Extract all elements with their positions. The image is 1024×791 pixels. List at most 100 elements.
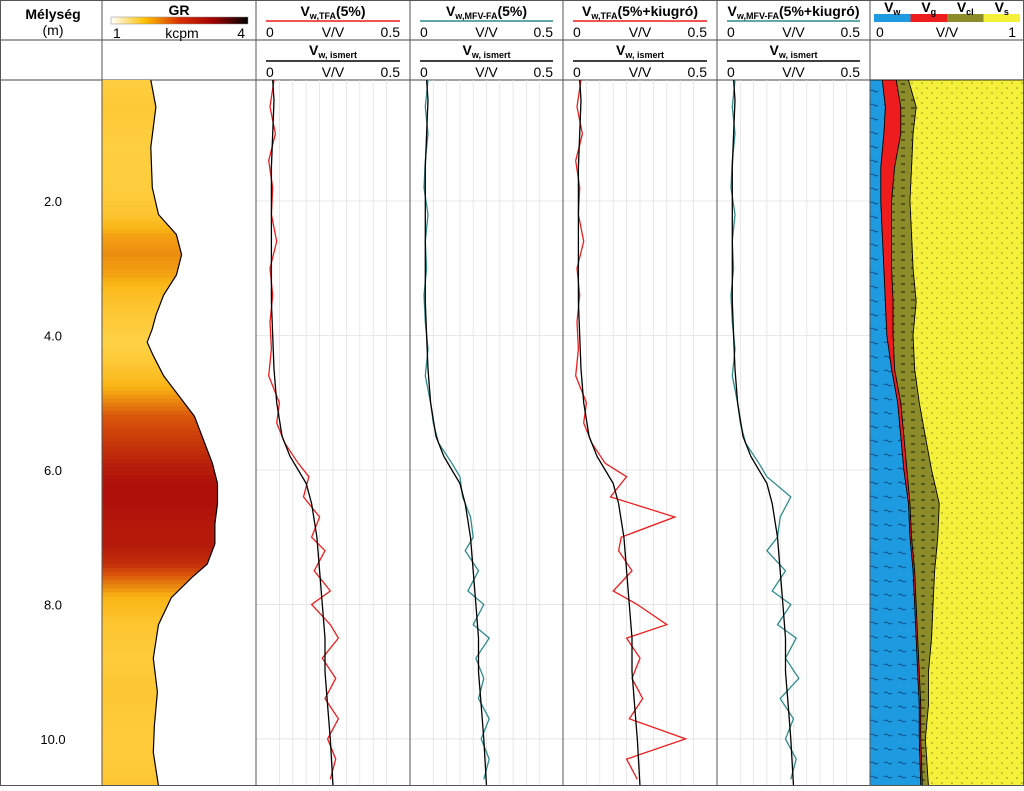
gr-fill-band <box>102 92 256 97</box>
vw-track-title-2-sub: w,MFV-FA <box>454 11 498 21</box>
vw-track-ref-scale-unit-1: V/V <box>322 64 345 80</box>
gr-fill-band <box>102 524 256 529</box>
vw-estimated-curve-3 <box>576 80 686 779</box>
gr-fill-band <box>102 451 256 456</box>
gr-fill-band <box>102 391 256 396</box>
gr-fill-band <box>102 290 256 295</box>
gr-fill-band <box>102 568 256 573</box>
vw-estimated-curve-4 <box>731 80 799 779</box>
gr-fill-band <box>102 181 256 186</box>
vw-known-curve-4 <box>732 80 793 786</box>
gr-fill-band <box>102 463 256 468</box>
gr-fill-band <box>102 742 256 747</box>
gr-fill-band <box>102 443 256 448</box>
gr-fill-band <box>102 734 256 739</box>
gr-fill-band <box>102 338 256 343</box>
gr-fill-band <box>102 253 256 258</box>
gr-fill-band <box>102 334 256 339</box>
gr-fill-band <box>102 375 256 380</box>
gr-fill-band <box>102 350 256 355</box>
vw-track-ref-scale-min-4: 0 <box>727 64 735 80</box>
litho-legend-label-sub: s <box>1004 7 1009 17</box>
gr-fill-band <box>102 552 256 557</box>
gr-fill-band <box>102 766 256 771</box>
gr-fill-band <box>102 564 256 569</box>
gr-fill-band <box>102 431 256 436</box>
gr-fill-band <box>102 617 256 622</box>
gr-fill-band <box>102 136 256 141</box>
gr-fill-band <box>102 487 256 492</box>
gr-fill-band <box>102 721 256 726</box>
gr-scale-unit: kcpm <box>165 25 198 41</box>
litho-legend-label-sub: cl <box>966 7 974 17</box>
litho-legend-swatch-w <box>874 14 911 22</box>
gr-fill-band <box>102 657 256 662</box>
gr-fill-band <box>102 120 256 125</box>
gr-fill-band <box>102 483 256 488</box>
gr-fill-band <box>102 189 256 194</box>
gr-fill-band <box>102 496 256 501</box>
vw-track-ref-title-2-sub: w, ismert <box>471 50 511 60</box>
gr-fill-band <box>102 379 256 384</box>
gr-fill-band <box>102 447 256 452</box>
gr-fill-band <box>102 673 256 678</box>
gr-fill-band <box>102 366 256 371</box>
vw-track-ref-scale-min-2: 0 <box>420 64 428 80</box>
gr-fill-band <box>102 637 256 642</box>
gr-fill-band <box>102 249 256 254</box>
vw-track-title-1-suffix: (5%) <box>336 3 366 19</box>
gr-fill-band <box>102 665 256 670</box>
gr-fill-band <box>102 746 256 751</box>
gr-fill-band <box>102 302 256 307</box>
gr-fill-band <box>102 318 256 323</box>
depth-tick-label: 6.0 <box>44 463 62 478</box>
gr-fill-band <box>102 508 256 513</box>
gr-fill-band <box>102 326 256 331</box>
gr-fill-band <box>102 471 256 476</box>
vw-track-ref-scale-max-2: 0.5 <box>534 64 554 80</box>
gr-fill-band <box>102 124 256 129</box>
gr-fill-band <box>102 161 256 166</box>
gr-fill-band <box>102 427 256 432</box>
vw-track-scale-unit-4: V/V <box>782 24 805 40</box>
vw-track-scale-unit-2: V/V <box>475 24 498 40</box>
gr-fill-band <box>102 713 256 718</box>
gr-fill-band <box>102 141 256 146</box>
gr-fill-band <box>102 540 256 545</box>
gr-fill-band <box>102 725 256 730</box>
gr-fill-band <box>102 762 256 767</box>
gr-scale-min: 1 <box>113 25 121 41</box>
gr-fill-band <box>102 621 256 626</box>
vw-track-title-2-suffix: (5%) <box>497 3 527 19</box>
gr-fill-band <box>102 536 256 541</box>
gr-fill-band <box>102 362 256 367</box>
gr-fill-band <box>102 479 256 484</box>
gr-fill-band <box>102 730 256 735</box>
gr-fill-band <box>102 169 256 174</box>
gr-fill-band <box>102 572 256 577</box>
gr-fill-band <box>102 237 256 242</box>
gr-fill-band <box>102 96 256 101</box>
gr-fill-band <box>102 685 256 690</box>
vw-track-ref-scale-max-3: 0.5 <box>688 64 708 80</box>
vw-track-ref-scale-max-4: 0.5 <box>841 64 861 80</box>
gr-fill-band <box>102 225 256 230</box>
gr-fill-band <box>102 697 256 702</box>
vw-track-ref-scale-max-1: 0.5 <box>381 64 401 80</box>
litho-legend-swatch-g <box>911 14 948 22</box>
gr-fill-band <box>102 145 256 150</box>
gr-fill-band <box>102 423 256 428</box>
vw-track-scale-min-1: 0 <box>266 24 274 40</box>
gr-fill-band <box>102 298 256 303</box>
gr-fill-band <box>102 185 256 190</box>
gr-fill-band <box>102 80 256 85</box>
gr-fill-band <box>102 604 256 609</box>
gr-fill-band <box>102 407 256 412</box>
gr-fill-band <box>102 705 256 710</box>
gr-fill-band <box>102 132 256 137</box>
depth-axis-title: Mélység <box>25 6 80 22</box>
vw-track-scale-max-2: 0.5 <box>534 24 554 40</box>
vw-track-ref-scale-unit-3: V/V <box>629 64 652 80</box>
gr-fill-band <box>102 411 256 416</box>
gr-fill-band <box>102 387 256 392</box>
